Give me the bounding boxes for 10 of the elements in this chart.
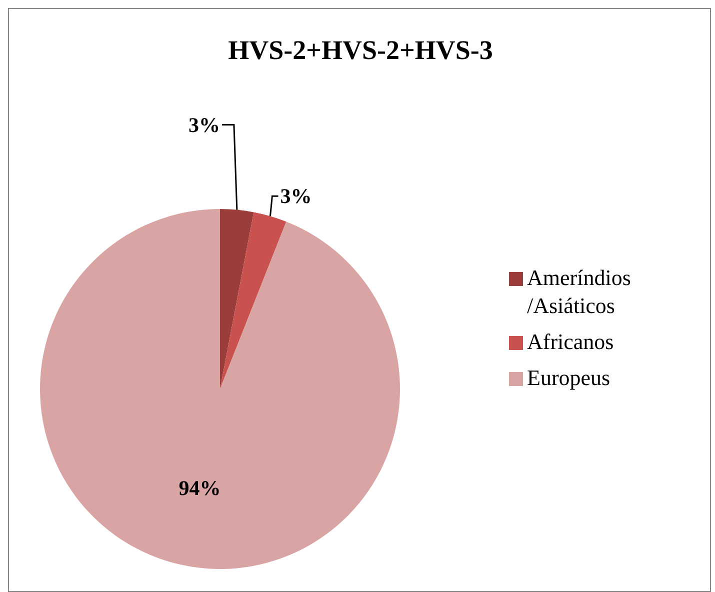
legend-label: Europeus bbox=[527, 364, 612, 392]
data-label: 3% bbox=[280, 184, 312, 208]
data-label: 3% bbox=[188, 112, 220, 137]
pie-slice bbox=[40, 209, 400, 569]
pie-slice bbox=[220, 209, 254, 389]
pie-slice bbox=[220, 212, 286, 389]
legend-label: Africanos bbox=[527, 328, 615, 356]
data-label: 94% bbox=[178, 476, 221, 500]
chart-title: HVS-2+HVS-2+HVS-3 bbox=[227, 35, 494, 66]
legend-label: Ameríndios /Asiáticos bbox=[527, 264, 632, 320]
